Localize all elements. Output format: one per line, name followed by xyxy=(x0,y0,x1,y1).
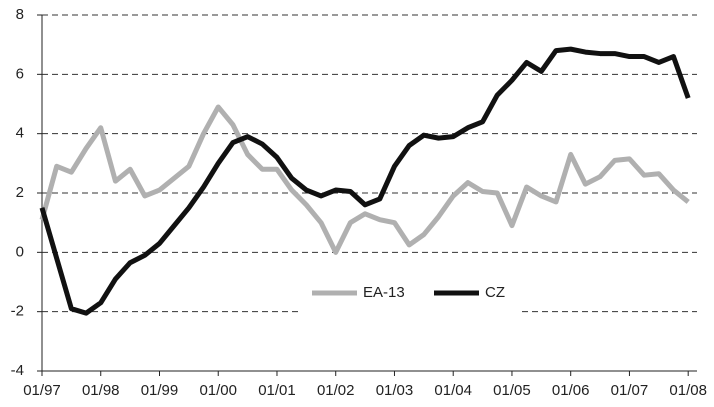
series-line xyxy=(39,46,691,316)
y-tick-label: -4 xyxy=(11,362,24,379)
series-line xyxy=(39,104,690,255)
legend-label: EA-13 xyxy=(363,284,405,301)
x-tick-label: 01/04 xyxy=(434,382,472,399)
x-tick-label: 01/02 xyxy=(317,382,355,399)
x-tick-label: 01/97 xyxy=(23,382,61,399)
legend-label: CZ xyxy=(485,284,505,301)
x-tick-label: 01/03 xyxy=(376,382,414,399)
x-tick-label: 01/99 xyxy=(141,382,179,399)
y-tick-label: -2 xyxy=(11,303,24,320)
x-tick-label: 01/07 xyxy=(611,382,649,399)
y-tick-label: 4 xyxy=(16,125,24,142)
legend-box xyxy=(300,278,522,316)
x-tick-label: 01/08 xyxy=(669,382,707,399)
x-tick-label: 01/01 xyxy=(258,382,296,399)
y-tick-label: 8 xyxy=(16,6,24,23)
y-tick-label: 6 xyxy=(16,65,24,82)
x-tick-label: 01/98 xyxy=(82,382,120,399)
x-tick-label: 01/06 xyxy=(552,382,590,399)
y-tick-label: 2 xyxy=(16,184,24,201)
y-tick-label: 0 xyxy=(16,243,24,260)
x-tick-label: 01/05 xyxy=(493,382,531,399)
x-tick-label: 01/00 xyxy=(199,382,237,399)
